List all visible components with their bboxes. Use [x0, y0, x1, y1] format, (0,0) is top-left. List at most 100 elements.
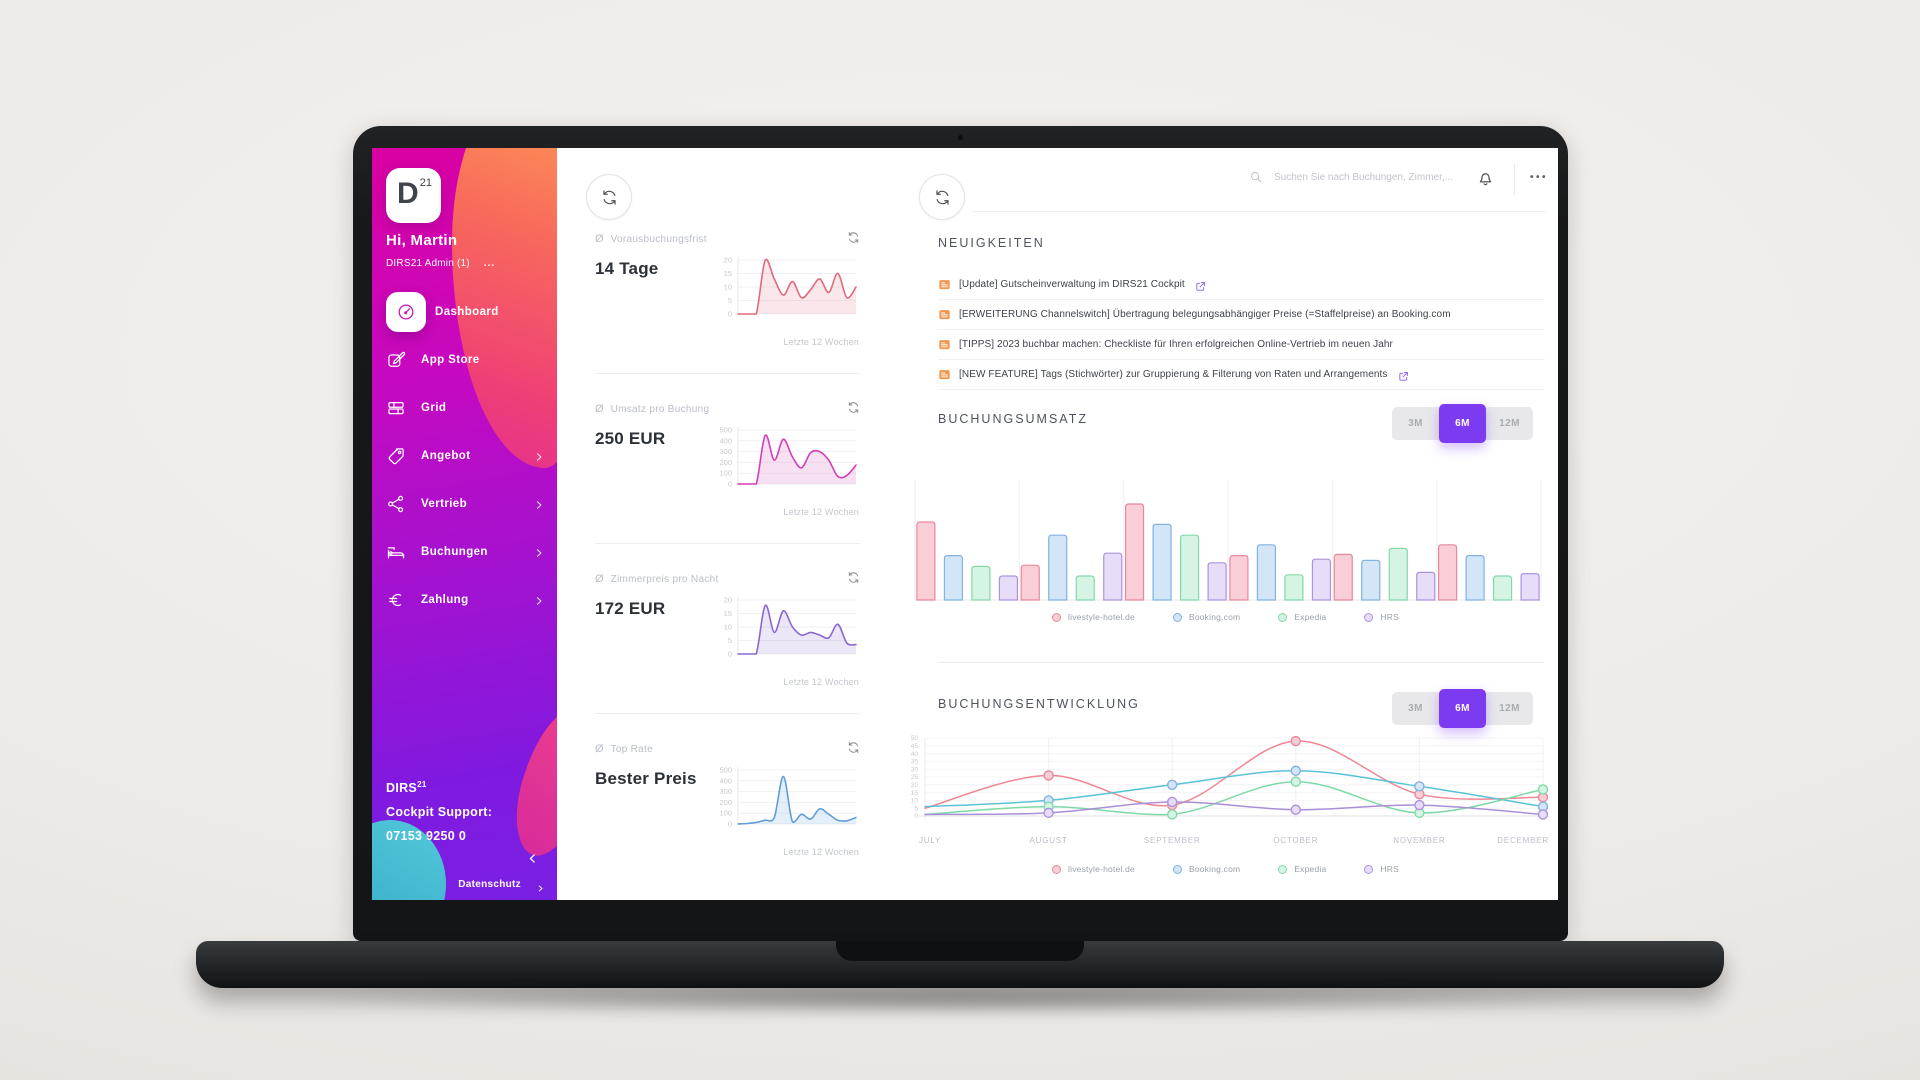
refresh-icon	[934, 189, 951, 206]
svg-text:15: 15	[911, 790, 919, 797]
umsatz-legend: livestyle-hotel.de Booking.com Expedia HRS	[893, 612, 1558, 622]
legend-item: Booking.com	[1172, 864, 1240, 874]
news-item-text: [NEW FEATURE] Tags (Stichwörter) zur Gru…	[959, 369, 1388, 380]
svg-text:0: 0	[728, 310, 732, 319]
grid-icon	[386, 398, 407, 419]
sidebar-item-label: Dashboard	[435, 306, 499, 318]
average-icon: Ø	[595, 403, 604, 415]
range-6m-button[interactable]: 6M	[1439, 403, 1486, 443]
stat-value: 14 Tage	[595, 259, 659, 278]
app-screen: D 21 Hi, Martin DIRS21 Admin (1) ... Das…	[372, 148, 1558, 900]
chevron-right-icon	[533, 450, 545, 462]
range-12m-button[interactable]: 12M	[1486, 691, 1533, 725]
average-icon: Ø	[595, 233, 604, 245]
privacy-label: Datenschutz	[458, 879, 521, 890]
legend-dot	[1278, 864, 1288, 874]
sparkline-chart: 20 15 10 5 0	[724, 256, 857, 319]
stat-label: Umsatz pro Buchung	[610, 404, 710, 415]
refresh-icon	[601, 189, 618, 206]
average-icon: Ø	[595, 743, 604, 755]
sidebar-collapse-chevron-icon[interactable]	[526, 852, 539, 865]
average-icon: Ø	[595, 573, 604, 585]
privacy-link[interactable]: Datenschutz	[458, 879, 545, 892]
search-bar	[1249, 170, 1454, 184]
umsatz-range-toggle: 3M 6M 12M	[1392, 403, 1533, 443]
legend-dot	[1278, 612, 1288, 622]
svg-text:25: 25	[911, 774, 919, 781]
refresh-icon[interactable]	[847, 571, 860, 584]
legend-label: HRS	[1380, 612, 1399, 622]
search-input[interactable]	[1272, 170, 1454, 184]
legend-dot	[1172, 864, 1182, 874]
euro-icon	[386, 590, 407, 611]
stats-refresh-button[interactable]	[586, 174, 632, 220]
sidebar-item-dashboard[interactable]: Dashboard	[372, 288, 557, 336]
svg-text:50: 50	[911, 735, 919, 742]
svg-text:45: 45	[911, 743, 919, 750]
sidebar-item-vertrieb[interactable]: Vertrieb	[372, 480, 557, 528]
legend-label: livestyle-hotel.de	[1068, 864, 1135, 874]
stats-column: Ø Vorausbuchungsfrist 14 Tage 20 15 10 5 0 Le…	[557, 148, 894, 900]
news-item[interactable]: [TIPPS] 2023 buchbar machen: Checkliste …	[938, 330, 1545, 360]
chevron-right-icon	[533, 546, 545, 558]
range-6m-button[interactable]: 6M	[1439, 688, 1486, 728]
footer-support-label: Cockpit Support:	[386, 805, 493, 820]
tag-icon	[386, 446, 407, 467]
svg-text:400: 400	[719, 436, 732, 445]
footer-phone: 07153 9250 0	[386, 829, 467, 844]
svg-text:200: 200	[719, 798, 732, 807]
news-icon	[938, 368, 951, 381]
legend-item: Booking.com	[1172, 612, 1240, 622]
main-refresh-button[interactable]	[919, 174, 965, 220]
svg-text:20: 20	[724, 256, 732, 265]
sidebar-item-app-store[interactable]: App Store	[372, 336, 557, 384]
svg-text:5: 5	[728, 296, 732, 305]
sidebar-item-label: Vertrieb	[421, 498, 468, 510]
svg-text:0: 0	[728, 820, 732, 829]
user-greeting: Hi, Martin	[386, 232, 458, 249]
news-item[interactable]: [Update] Gutscheinverwaltung im DIRS21 C…	[938, 270, 1545, 300]
chevron-right-icon	[533, 498, 545, 510]
sparkline-chart: 20 15 10 5 0	[724, 596, 857, 659]
sidebar-item-label: Angebot	[421, 450, 471, 462]
range-3m-button[interactable]: 3M	[1392, 406, 1439, 440]
external-link-icon[interactable]	[1398, 369, 1409, 381]
legend-label: Expedia	[1294, 612, 1327, 622]
svg-text:20: 20	[724, 596, 732, 605]
external-link-icon[interactable]	[1195, 279, 1206, 291]
refresh-icon[interactable]	[847, 401, 860, 414]
news-section-title: NEUIGKEITEN	[938, 236, 1045, 250]
laptop-shadow	[300, 982, 1620, 1016]
svg-text:400: 400	[719, 776, 732, 785]
legend-dot	[1364, 612, 1374, 622]
notifications-bell-icon[interactable]	[1476, 169, 1495, 188]
legend-label: Expedia	[1294, 864, 1327, 874]
news-icon	[938, 308, 951, 321]
buchungsumsatz-bar-chart	[914, 480, 1542, 601]
sidebar-item-zahlung[interactable]: Zahlung	[372, 576, 557, 624]
sidebar-item-grid[interactable]: Grid	[372, 384, 557, 432]
legend-dot	[1172, 612, 1182, 622]
svg-text:200: 200	[719, 458, 732, 467]
refresh-icon[interactable]	[847, 741, 860, 754]
svg-text:20: 20	[911, 782, 919, 789]
range-12m-button[interactable]: 12M	[1486, 406, 1533, 440]
news-list: [Update] Gutscheinverwaltung im DIRS21 C…	[938, 270, 1545, 390]
sidebar-item-angebot[interactable]: Angebot	[372, 432, 557, 480]
laptop-lid-notch	[836, 941, 1084, 961]
refresh-icon[interactable]	[847, 231, 860, 244]
legend-item: HRS	[1364, 864, 1399, 874]
sidebar-item-buchungen[interactable]: Buchungen	[372, 528, 557, 576]
stat-card-umsatz-pro-buchung: Ø Umsatz pro Buchung 250 EUR 500 400 300 200…	[595, 374, 860, 544]
news-item[interactable]: [ERWEITERUNG Channelswitch] Übertragung …	[938, 300, 1545, 330]
role-more-dots[interactable]: ...	[483, 258, 496, 269]
legend-item: Expedia	[1278, 612, 1326, 622]
overflow-menu-icon[interactable]: •••	[1530, 172, 1549, 183]
range-3m-button[interactable]: 3M	[1392, 691, 1439, 725]
user-role: DIRS21 Admin (1)	[386, 258, 470, 269]
news-item-text: [Update] Gutscheinverwaltung im DIRS21 C…	[959, 279, 1185, 290]
news-item[interactable]: [NEW FEATURE] Tags (Stichwörter) zur Gru…	[938, 360, 1545, 390]
svg-text:35: 35	[911, 759, 919, 766]
svg-text:JULY: JULY	[919, 836, 941, 845]
header-rule	[972, 211, 1546, 212]
